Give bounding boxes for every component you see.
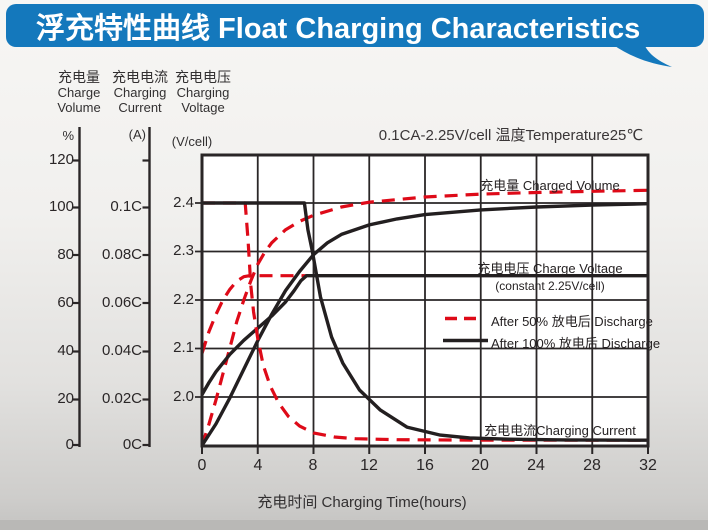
x-tick-28: 28 — [583, 457, 601, 474]
current-tick-006c: 0.06C — [101, 294, 142, 311]
current-axis-label-cn: 充电电流 — [112, 69, 168, 85]
current-tick-01c: 0.1C — [110, 198, 142, 215]
voltage-axis-label-cn: 充电电压 — [175, 69, 231, 85]
volume-tick-100: 100 — [48, 198, 74, 215]
x-axis-title: 充电时间 Charging Time(hours) — [257, 494, 467, 511]
x-tick-32: 32 — [639, 457, 657, 474]
voltage-tick-24: 2.4 — [173, 194, 194, 211]
volume-tick-120: 120 — [48, 151, 74, 168]
charged-volume-label: 充电量 Charged Volume — [480, 178, 620, 193]
volume-axis-unit: % — [62, 128, 74, 143]
current-axis-label-en2: Current — [118, 100, 162, 115]
x-tick-8: 8 — [308, 457, 318, 474]
current-axis-unit: (A) — [128, 127, 146, 142]
voltage-tick-20: 2.0 — [173, 388, 194, 405]
x-tick-16: 16 — [416, 457, 434, 474]
current-axis-header: 充电电流 Charging Current — [94, 69, 186, 116]
volume-tick-60: 60 — [57, 294, 74, 311]
voltage-axis-unit: (V/cell) — [171, 134, 213, 149]
charge-voltage-sublabel: (constant 2.25V/cell) — [495, 279, 605, 293]
x-tick-4: 4 — [253, 457, 263, 474]
legend-after-50-discharge: After 50% 放电后 Discharge — [491, 314, 653, 329]
bottom-strip — [0, 519, 708, 530]
current-tick-0c: 0C — [122, 436, 142, 453]
x-tick-0: 0 — [197, 457, 207, 474]
volume-axis-label-en1: Charge — [57, 85, 101, 100]
banner-tail-shape — [612, 44, 672, 67]
current-tick-002c: 0.02C — [101, 390, 142, 407]
volume-axis-label-en2: Volume — [57, 100, 101, 115]
volume-tick-80: 80 — [57, 246, 74, 263]
volume-tick-40: 40 — [57, 342, 74, 359]
volume-axis-header: 充电量 Charge Volume — [33, 69, 125, 116]
test-conditions: 0.1CA-2.25V/cell 温度Temperature25℃ — [378, 127, 644, 144]
current-tick-004c: 0.04C — [101, 342, 142, 359]
charge-voltage-label: 充电电压 Charge Voltage — [477, 261, 623, 276]
current-axis-label-en1: Charging — [113, 85, 167, 100]
voltage-axis-label-en1: Charging — [176, 85, 230, 100]
voltage-axis-label-en2: Voltage — [181, 100, 225, 115]
legend-after-100-discharge: After 100% 放电后 Discharge — [491, 336, 661, 351]
voltage-tick-21: 2.1 — [173, 339, 194, 356]
voltage-axis-header: 充电电压 Charging Voltage — [157, 69, 249, 116]
x-tick-24: 24 — [527, 457, 545, 474]
page-title: 浮充特性曲线 Float Charging Characteristics — [36, 12, 641, 45]
title-banner: 浮充特性曲线 Float Charging Characteristics — [6, 4, 704, 47]
voltage-tick-22: 2.2 — [173, 291, 194, 308]
volume-tick-0: 0 — [65, 436, 74, 453]
volume-axis-label-cn: 充电量 — [58, 69, 100, 85]
current-tick-008c: 0.08C — [101, 246, 142, 263]
x-tick-20: 20 — [471, 457, 489, 474]
charging-current-label: 充电电流Charging Current — [484, 423, 636, 438]
voltage-tick-23: 2.3 — [173, 242, 194, 259]
x-tick-12: 12 — [360, 457, 378, 474]
volume-tick-20: 20 — [57, 390, 74, 407]
